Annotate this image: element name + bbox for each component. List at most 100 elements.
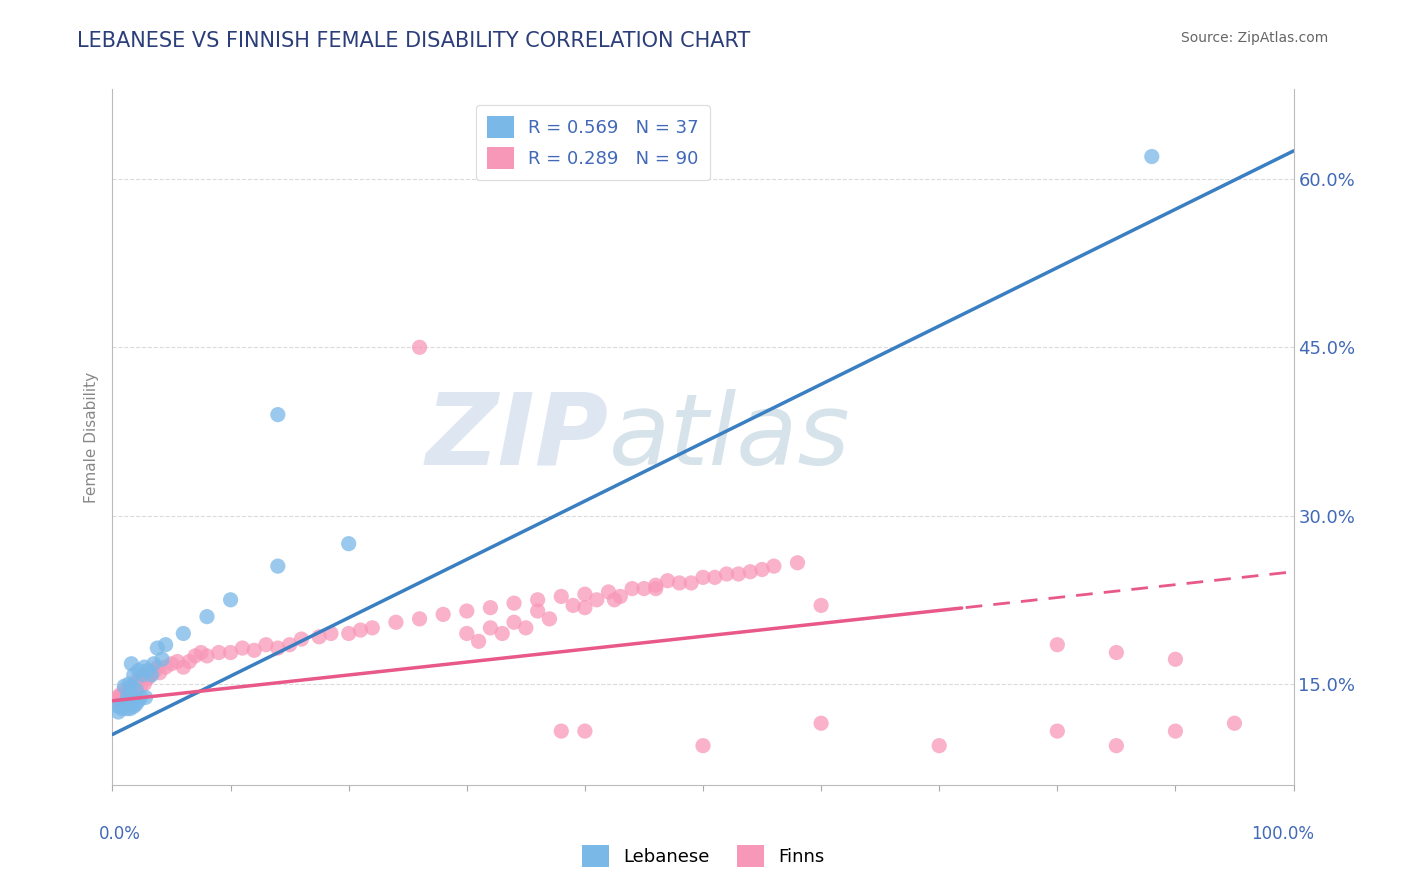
Point <box>574 600 596 615</box>
Point <box>111 701 134 715</box>
Point <box>112 682 135 697</box>
Point <box>121 682 143 697</box>
Point <box>633 582 655 596</box>
Point <box>117 688 139 702</box>
Point <box>129 679 152 693</box>
Point <box>142 657 165 671</box>
Point <box>195 648 218 663</box>
Point <box>155 638 177 652</box>
Point <box>120 657 142 671</box>
Point <box>184 648 207 663</box>
Point <box>125 697 148 711</box>
Point <box>810 716 832 731</box>
Point <box>810 599 832 613</box>
Point <box>503 615 526 630</box>
Point <box>349 623 371 637</box>
Point <box>703 570 725 584</box>
Text: ZIP: ZIP <box>426 389 609 485</box>
Point <box>112 688 135 702</box>
Point <box>136 664 159 678</box>
Point <box>108 688 131 702</box>
Point <box>657 574 679 588</box>
Text: atlas: atlas <box>609 389 851 485</box>
Point <box>526 592 548 607</box>
Point <box>1046 724 1069 739</box>
Point <box>456 626 478 640</box>
Point <box>692 570 714 584</box>
Point <box>135 665 157 680</box>
Point <box>621 582 644 596</box>
Point <box>408 340 430 354</box>
Point <box>118 677 141 691</box>
Point <box>526 604 548 618</box>
Point <box>681 576 703 591</box>
Point <box>136 671 159 685</box>
Point <box>134 677 156 691</box>
Point <box>598 585 620 599</box>
Point <box>751 562 773 576</box>
Point <box>143 664 166 678</box>
Point <box>550 724 572 739</box>
Point <box>692 739 714 753</box>
Point <box>120 701 142 715</box>
Point <box>503 596 526 610</box>
Point <box>308 630 330 644</box>
Point <box>644 582 666 596</box>
Point <box>105 694 128 708</box>
Text: LEBANESE VS FINNISH FEMALE DISABILITY CORRELATION CHART: LEBANESE VS FINNISH FEMALE DISABILITY CO… <box>77 31 751 51</box>
Point <box>124 677 146 691</box>
Point <box>107 699 129 714</box>
Point <box>110 690 132 705</box>
Point <box>115 694 138 708</box>
Point <box>716 566 738 581</box>
Point <box>131 668 153 682</box>
Point <box>118 682 141 697</box>
Point <box>149 665 172 680</box>
Point <box>267 408 290 422</box>
Point <box>122 679 145 693</box>
Point <box>562 599 585 613</box>
Point <box>479 600 502 615</box>
Point <box>254 638 277 652</box>
Point <box>290 632 312 646</box>
Point <box>120 688 142 702</box>
Point <box>479 621 502 635</box>
Legend: R = 0.569   N = 37, R = 0.289   N = 90: R = 0.569 N = 37, R = 0.289 N = 90 <box>475 105 710 180</box>
Point <box>1105 739 1128 753</box>
Point <box>231 641 253 656</box>
Point <box>267 559 290 574</box>
Point <box>574 724 596 739</box>
Point <box>644 578 666 592</box>
Point <box>112 679 135 693</box>
Point <box>928 739 950 753</box>
Point <box>135 690 157 705</box>
Point <box>1046 638 1069 652</box>
Point <box>146 660 169 674</box>
Point <box>134 660 156 674</box>
Point <box>385 615 408 630</box>
Point <box>120 679 142 693</box>
Point <box>150 652 173 666</box>
Point <box>243 643 266 657</box>
Point <box>179 655 201 669</box>
Point <box>267 641 290 656</box>
Point <box>107 705 129 719</box>
Point <box>112 699 135 714</box>
Point <box>141 668 163 682</box>
Point <box>122 668 145 682</box>
Point <box>112 697 135 711</box>
Point <box>208 646 231 660</box>
Point <box>538 612 561 626</box>
Point <box>122 699 145 714</box>
Point <box>120 694 142 708</box>
Point <box>1105 646 1128 660</box>
Point <box>172 626 194 640</box>
Point <box>117 688 139 702</box>
Point <box>111 690 134 705</box>
Point <box>125 682 148 697</box>
Point <box>172 660 194 674</box>
Point <box>740 565 762 579</box>
Point <box>408 612 430 626</box>
Point <box>195 609 218 624</box>
Point <box>131 671 153 685</box>
